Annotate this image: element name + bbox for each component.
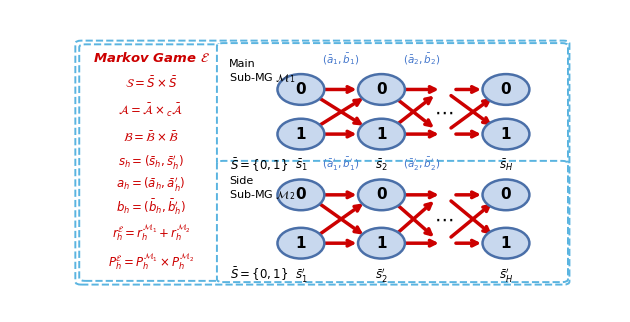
Ellipse shape — [483, 228, 529, 259]
Text: 0: 0 — [501, 187, 512, 202]
Text: $\bar{s}_1$: $\bar{s}_1$ — [295, 158, 307, 173]
Text: 1: 1 — [376, 127, 387, 142]
Text: $P_h^{\mathcal{E}} = P_h^{\mathcal{M}_1} \times P_h^{\mathcal{M}_2}$: $P_h^{\mathcal{E}} = P_h^{\mathcal{M}_1}… — [108, 252, 194, 272]
Text: $(\bar{a}_2,\bar{b}_2)$: $(\bar{a}_2,\bar{b}_2)$ — [403, 52, 440, 67]
Text: $\mathcal{S} = \bar{S} \times \bar{S}$: $\mathcal{S} = \bar{S} \times \bar{S}$ — [125, 76, 178, 91]
Ellipse shape — [483, 119, 529, 149]
Text: $\bar{s}_H$: $\bar{s}_H$ — [499, 158, 513, 173]
Text: $(\bar{a}_1,\bar{b}_1)$: $(\bar{a}_1,\bar{b}_1)$ — [323, 52, 360, 67]
Ellipse shape — [277, 119, 324, 149]
Ellipse shape — [483, 74, 529, 105]
Text: $s_h = (\bar{s}_h, \bar{s}_h')$: $s_h = (\bar{s}_h, \bar{s}_h')$ — [118, 154, 184, 172]
Text: Main
Sub-MG $\mathcal{M}_1$: Main Sub-MG $\mathcal{M}_1$ — [229, 59, 295, 85]
Text: $\bar{S} = \{0,1\}$: $\bar{S} = \{0,1\}$ — [230, 157, 289, 174]
FancyBboxPatch shape — [76, 41, 570, 285]
Text: $\mathcal{A} = \bar{\mathcal{A}} \times_c \bar{\mathcal{A}}$: $\mathcal{A} = \bar{\mathcal{A}} \times_… — [118, 102, 184, 119]
Text: $\bar{s}_H'$: $\bar{s}_H'$ — [499, 266, 513, 284]
Text: $\bar{S} = \{0,1\}$: $\bar{S} = \{0,1\}$ — [230, 266, 289, 283]
FancyBboxPatch shape — [79, 44, 224, 281]
Text: $\bar{s}_1'$: $\bar{s}_1'$ — [295, 266, 307, 284]
Ellipse shape — [483, 179, 529, 210]
Text: Side
Sub-MG $\mathcal{M}_2$: Side Sub-MG $\mathcal{M}_2$ — [229, 176, 295, 202]
Ellipse shape — [358, 228, 405, 259]
Text: Markov Game $\mathcal{E}$: Markov Game $\mathcal{E}$ — [93, 52, 210, 65]
Text: $b_h = (\bar{b}_h, \bar{b}_h')$: $b_h = (\bar{b}_h, \bar{b}_h')$ — [116, 197, 186, 217]
FancyBboxPatch shape — [217, 43, 568, 164]
Ellipse shape — [358, 179, 405, 210]
Text: 1: 1 — [501, 236, 511, 251]
Text: 0: 0 — [295, 187, 306, 202]
Text: 1: 1 — [376, 236, 387, 251]
Text: 1: 1 — [501, 127, 511, 142]
Text: $\cdots$: $\cdots$ — [434, 210, 454, 229]
Ellipse shape — [358, 119, 405, 149]
Text: $a_h = (\bar{a}_h, \bar{a}_h')$: $a_h = (\bar{a}_h, \bar{a}_h')$ — [117, 176, 186, 194]
Text: $\bar{s}_2'$: $\bar{s}_2'$ — [375, 266, 388, 284]
Text: $r_h^{\mathcal{E}} = r_h^{\mathcal{M}_1} + r_h^{\mathcal{M}_2}$: $r_h^{\mathcal{E}} = r_h^{\mathcal{M}_1}… — [112, 223, 190, 243]
Text: 1: 1 — [295, 127, 306, 142]
Text: 0: 0 — [376, 82, 387, 97]
Text: 0: 0 — [376, 187, 387, 202]
Text: $\bar{s}_2$: $\bar{s}_2$ — [375, 158, 388, 173]
Text: $(\bar{a}_2',\bar{b}_2')$: $(\bar{a}_2',\bar{b}_2')$ — [403, 156, 440, 173]
Text: $\mathcal{B} = \bar{\mathcal{B}} \times \bar{\mathcal{B}}$: $\mathcal{B} = \bar{\mathcal{B}} \times … — [123, 131, 179, 145]
Ellipse shape — [277, 228, 324, 259]
Text: $(\bar{a}_1',\bar{b}_1')$: $(\bar{a}_1',\bar{b}_1')$ — [323, 156, 360, 173]
FancyBboxPatch shape — [217, 161, 568, 282]
Text: 1: 1 — [295, 236, 306, 251]
Text: 0: 0 — [501, 82, 512, 97]
Text: 0: 0 — [295, 82, 306, 97]
Text: $\cdots$: $\cdots$ — [434, 102, 454, 121]
Ellipse shape — [277, 179, 324, 210]
Ellipse shape — [358, 74, 405, 105]
Ellipse shape — [277, 74, 324, 105]
